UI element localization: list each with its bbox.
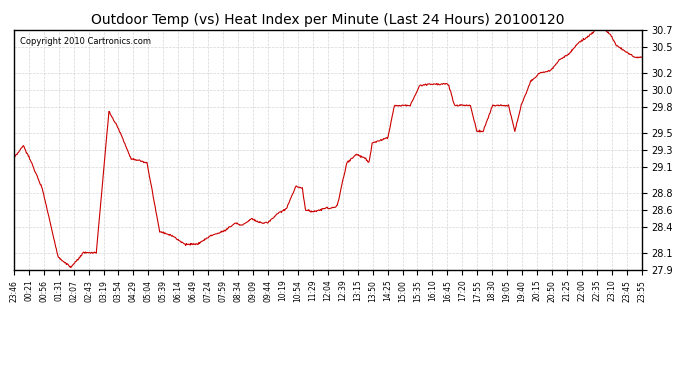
- Text: Copyright 2010 Cartronics.com: Copyright 2010 Cartronics.com: [20, 37, 151, 46]
- Title: Outdoor Temp (vs) Heat Index per Minute (Last 24 Hours) 20100120: Outdoor Temp (vs) Heat Index per Minute …: [91, 13, 564, 27]
